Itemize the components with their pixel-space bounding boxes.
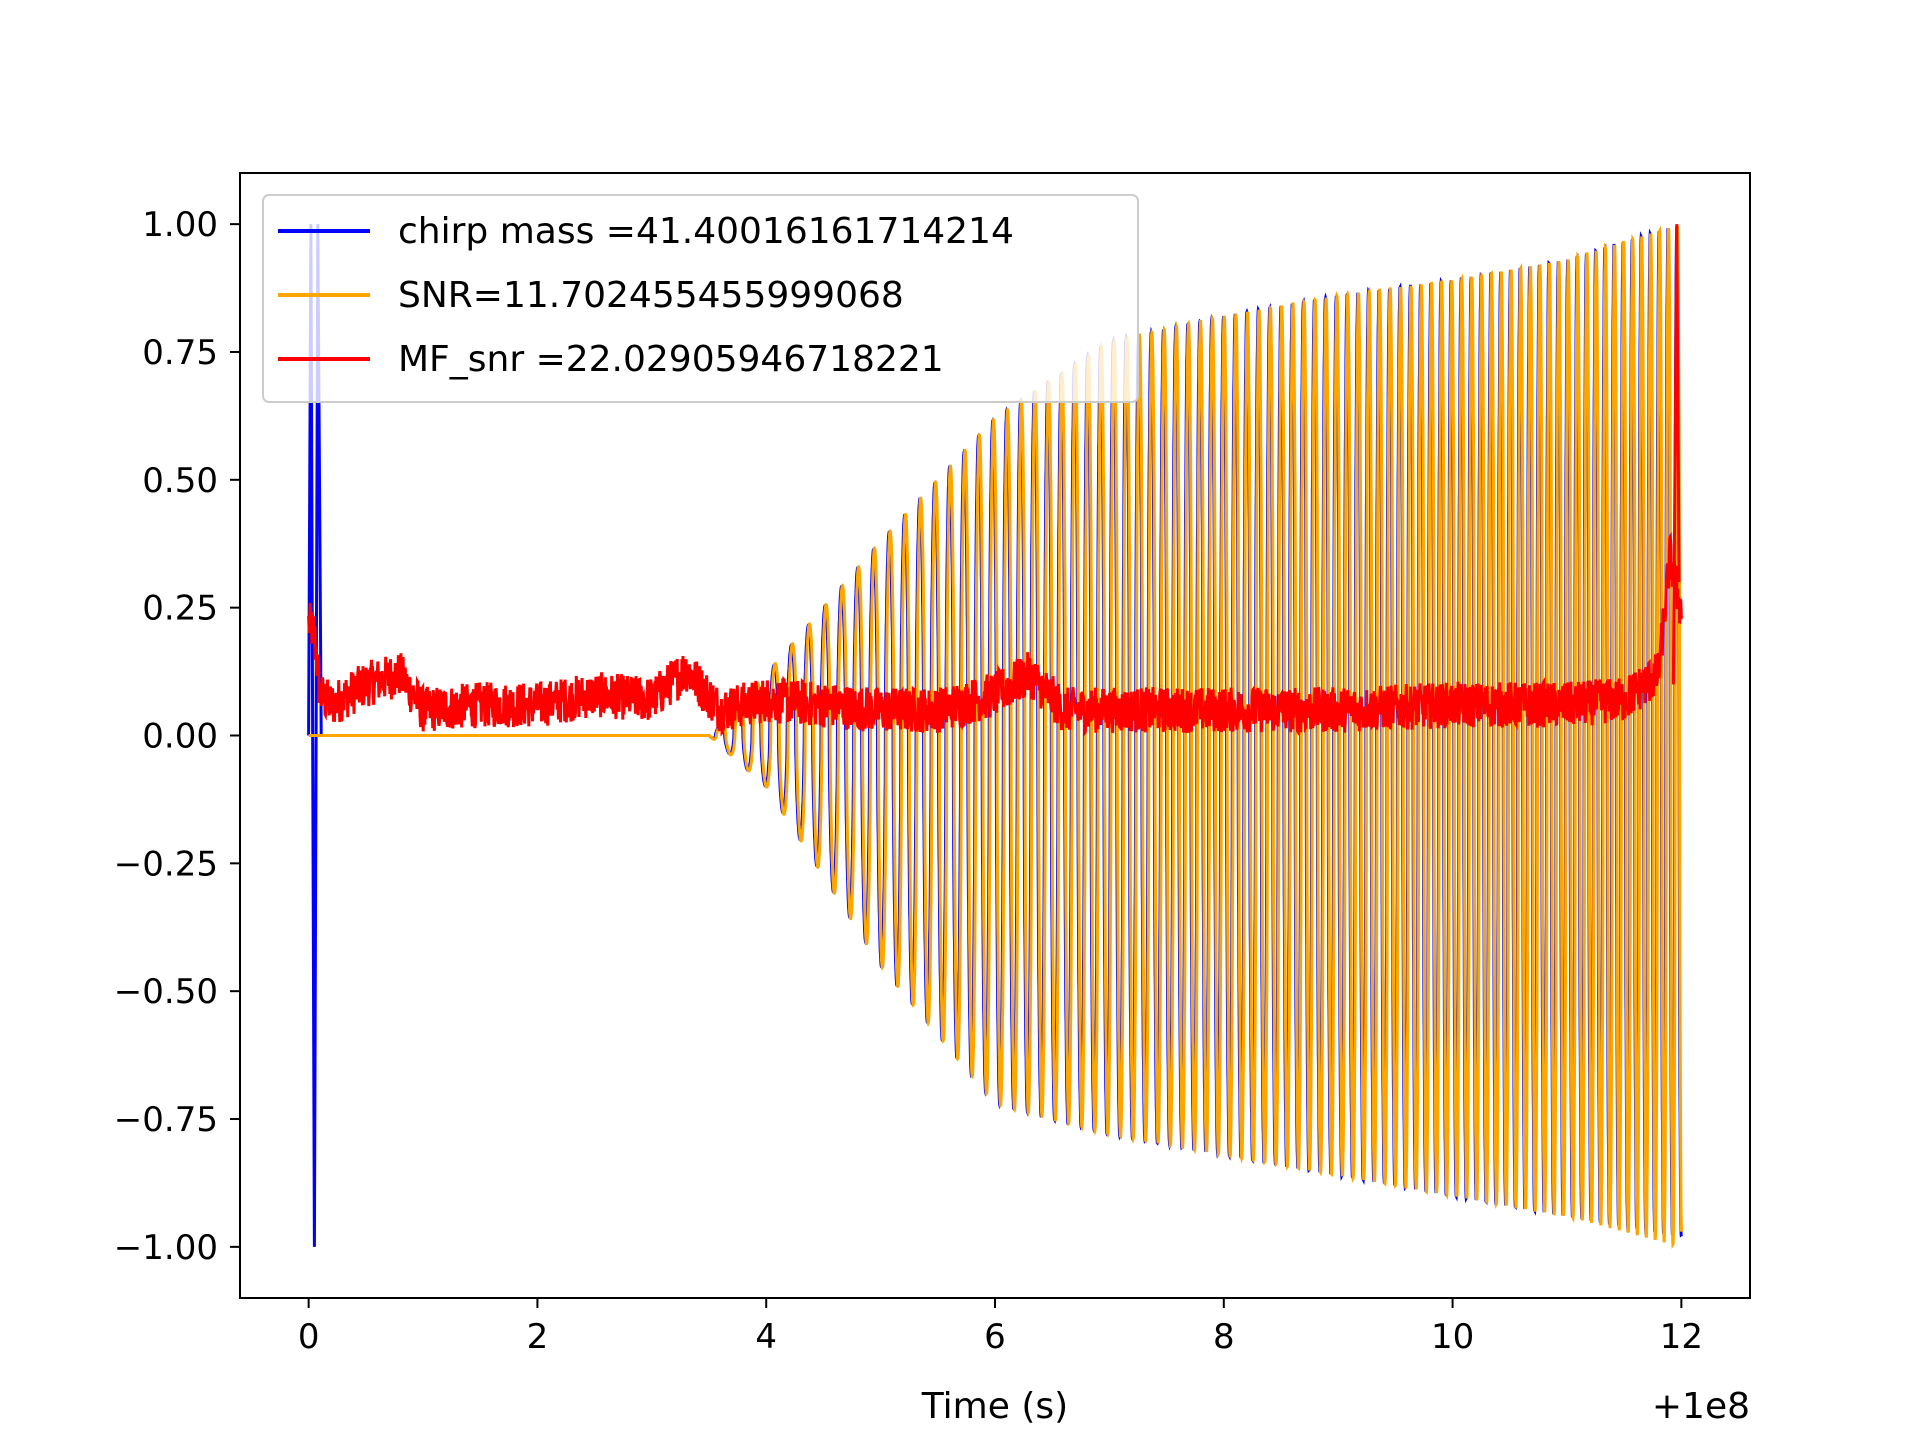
y-tick-label: −0.50	[114, 972, 218, 1012]
x-tick-label: 4	[755, 1317, 777, 1357]
y-tick-label: 0.50	[142, 461, 218, 501]
x-axis-offset-label: +1e8	[1652, 1386, 1750, 1427]
x-tick-label: 12	[1660, 1317, 1703, 1357]
y-tick-label: −0.25	[114, 844, 218, 884]
legend-label: MF_snr =22.02905946718221	[398, 339, 944, 380]
x-axis-label: Time (s)	[921, 1386, 1068, 1427]
x-tick-label: 10	[1431, 1317, 1474, 1357]
x-tick-label: 2	[527, 1317, 549, 1357]
series-snr-line	[308, 225, 1683, 1250]
x-tick-label: 6	[984, 1317, 1006, 1357]
legend-label: chirp mass =41.40016161714214	[398, 211, 1014, 252]
y-tick-label: −1.00	[114, 1228, 218, 1268]
y-tick-label: 0.00	[142, 717, 218, 757]
y-tick-label: −0.75	[114, 1100, 218, 1140]
y-tick-label: 0.75	[142, 333, 218, 373]
x-tick-label: 8	[1213, 1317, 1235, 1357]
x-tick-label: 0	[298, 1317, 320, 1357]
tick-layer: 0 2 4 6 8 10 12 1.00 0.75 0.50 0.25 0.00 −0.25 −0.50 −…	[114, 205, 1703, 1357]
series-mf-snr-spike	[1671, 224, 1681, 685]
y-tick-label: 1.00	[142, 205, 218, 245]
series-mf-snr-line	[307, 531, 1683, 737]
legend: chirp mass =41.40016161714214 SNR=11.7024…	[262, 194, 1139, 403]
plot-layer	[307, 224, 1683, 1250]
legend-label: SNR=11.702455455999068	[398, 275, 904, 316]
legend-box	[262, 194, 1139, 403]
y-tick-label: 0.25	[142, 589, 218, 629]
